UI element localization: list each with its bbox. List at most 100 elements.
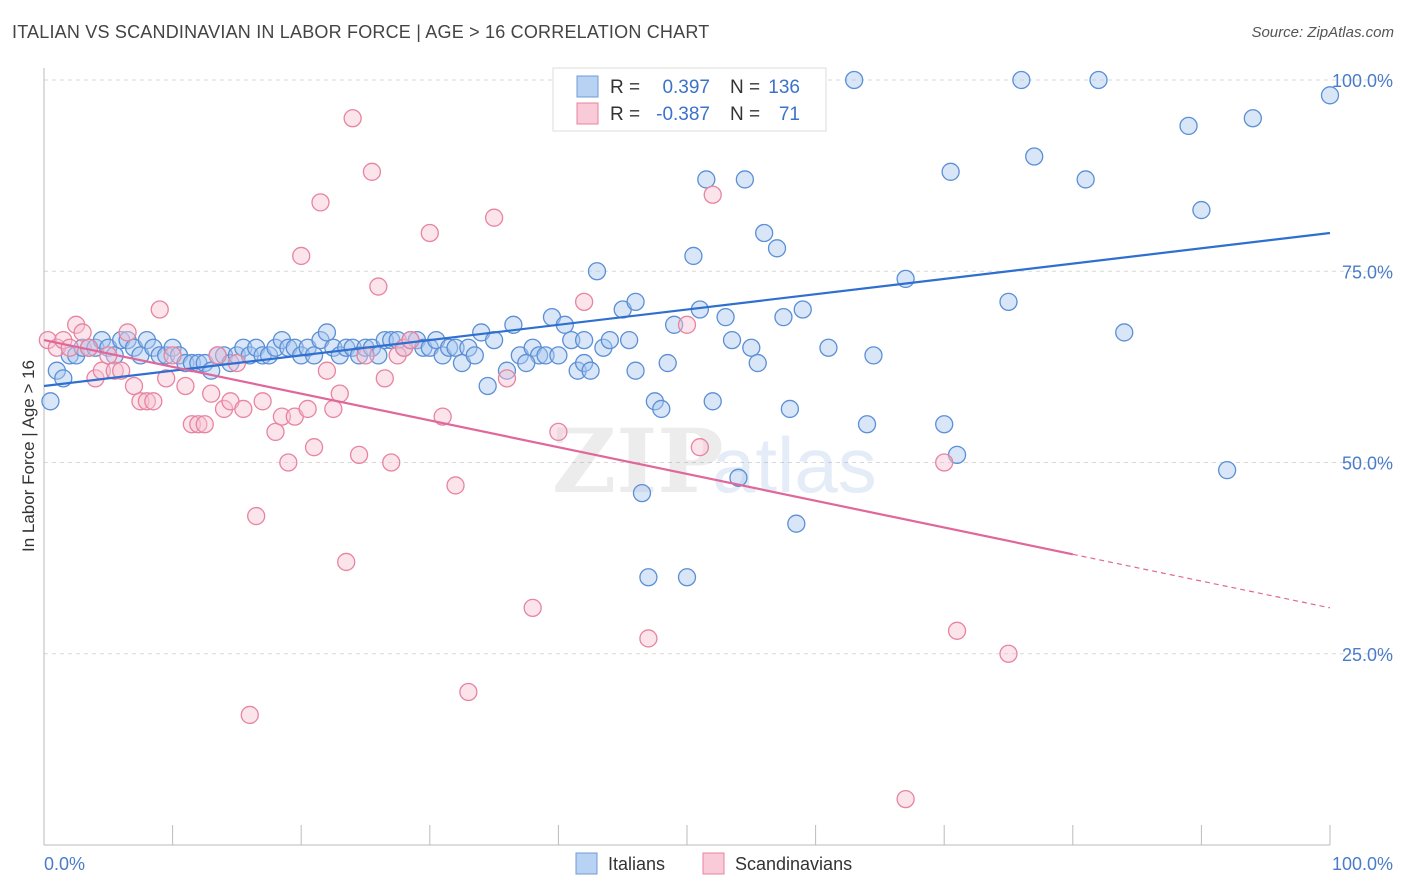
italians-point xyxy=(748,353,767,373)
scandinavians-point xyxy=(311,193,330,212)
italians-point xyxy=(581,361,600,380)
scandinavians-point xyxy=(382,453,401,472)
italians-point xyxy=(703,392,722,411)
y-tick-label: 100.0% xyxy=(1332,71,1393,91)
italians-point xyxy=(1089,70,1108,90)
scandinavians-point xyxy=(292,246,311,266)
italians-point xyxy=(549,346,568,365)
italians-point xyxy=(941,162,960,181)
bottom-legend-swatch-scandinavians xyxy=(702,852,725,875)
watermark-zip: ZIP xyxy=(552,409,724,513)
scandinavians-point xyxy=(337,552,356,572)
italians-point xyxy=(677,568,697,587)
scandinavians-point xyxy=(401,330,420,350)
italians-point xyxy=(465,346,484,365)
scandinavians-point xyxy=(523,598,542,617)
italians-point xyxy=(767,239,787,258)
scandinavians-point xyxy=(375,369,394,388)
italians-point xyxy=(632,483,652,503)
scandinavians-point xyxy=(484,208,504,227)
trend-lines xyxy=(43,231,1331,609)
scandinavians-point xyxy=(272,407,292,426)
italians-point xyxy=(729,468,748,487)
scandinavians-point xyxy=(240,705,259,725)
italians-point xyxy=(716,307,735,327)
italians-point xyxy=(774,307,793,327)
scandinavians-point xyxy=(112,361,131,380)
scandinavians-point xyxy=(73,323,92,342)
bottom-legend-label-italians: Italians xyxy=(608,854,665,874)
watermark: ZIP atlas xyxy=(552,409,877,513)
italians-point xyxy=(935,415,954,434)
scandinavians-point xyxy=(150,300,169,319)
italians-point xyxy=(317,323,337,342)
italians-point xyxy=(664,315,684,334)
scandinavians-point xyxy=(343,109,362,128)
scandinavians-point xyxy=(935,453,954,472)
scandinavians-point xyxy=(208,346,227,365)
italians-point xyxy=(1320,86,1340,105)
watermark-atlas: atlas xyxy=(712,421,877,509)
scandinavians-point xyxy=(349,445,369,465)
scandinavians-point xyxy=(497,369,517,388)
scandinavians-point xyxy=(253,392,272,411)
scandinavians-point xyxy=(446,476,465,495)
y-tick-label: 50.0% xyxy=(1342,454,1393,474)
legend-swatch-italians xyxy=(576,75,599,98)
scandinavians-point xyxy=(362,162,382,181)
italians-point xyxy=(41,392,60,411)
legend-r-value-1: 0.397 xyxy=(662,77,710,98)
italians-point xyxy=(857,415,877,434)
scandinavians-point xyxy=(690,438,710,457)
italians-point xyxy=(684,246,703,266)
scandinavians-point xyxy=(189,415,208,434)
y-tick-labels: 25.0% 50.0% 75.0% 100.0% xyxy=(1332,71,1393,665)
scandinavians-point xyxy=(317,361,337,380)
y-tick-label: 25.0% xyxy=(1342,645,1393,665)
italians-point xyxy=(600,330,619,350)
italians-point xyxy=(742,338,761,357)
italians-point xyxy=(587,262,607,281)
italians-point xyxy=(1192,200,1211,220)
scandinavians-points xyxy=(38,109,1018,809)
chart-title: ITALIAN VS SCANDINAVIAN IN LABOR FORCE |… xyxy=(12,22,710,42)
italians-points xyxy=(41,70,1340,587)
legend-r-label-2: R = xyxy=(610,104,640,125)
italians-point xyxy=(658,353,677,373)
scandinavians-point xyxy=(234,399,253,419)
source-label: Source: ZipAtlas.com xyxy=(1251,24,1394,41)
scandinavians-point xyxy=(163,346,182,365)
italians-point xyxy=(1076,170,1095,189)
grid-lines xyxy=(44,79,1393,655)
legend-r-label-1: R = xyxy=(610,77,640,98)
scandinavians-point xyxy=(124,376,144,396)
bottom-legend: Italians Scandinavians xyxy=(575,852,852,875)
scandinavians-point xyxy=(574,292,594,312)
italians-point xyxy=(639,568,658,587)
scandinavians-point xyxy=(202,384,221,403)
scandinavians-trend-extension xyxy=(1072,553,1331,609)
italians-point xyxy=(787,514,806,533)
italians-point xyxy=(497,361,517,380)
italians-point xyxy=(517,353,536,373)
scandinavians-point xyxy=(304,438,324,457)
italians-point xyxy=(1115,323,1134,342)
y-tick-label: 75.0% xyxy=(1342,262,1393,282)
italians-point xyxy=(652,399,671,419)
axes xyxy=(43,68,1331,846)
italians-point xyxy=(1179,116,1198,136)
italians-point xyxy=(755,223,774,243)
bottom-legend-swatch-italians xyxy=(575,852,598,875)
scandinavians-point xyxy=(176,376,195,396)
italians-point xyxy=(1012,70,1031,90)
scandinavians-point xyxy=(549,422,568,442)
legend-n-label-2: N = xyxy=(730,104,760,125)
italians-point xyxy=(446,338,465,357)
scandinavians-point xyxy=(137,392,157,411)
scandinavians-point xyxy=(195,415,214,434)
italians-point xyxy=(1217,460,1237,480)
italians-point xyxy=(562,330,581,350)
scandinavians-point xyxy=(144,392,163,411)
bottom-legend-label-scandinavians: Scandinavians xyxy=(735,854,852,874)
